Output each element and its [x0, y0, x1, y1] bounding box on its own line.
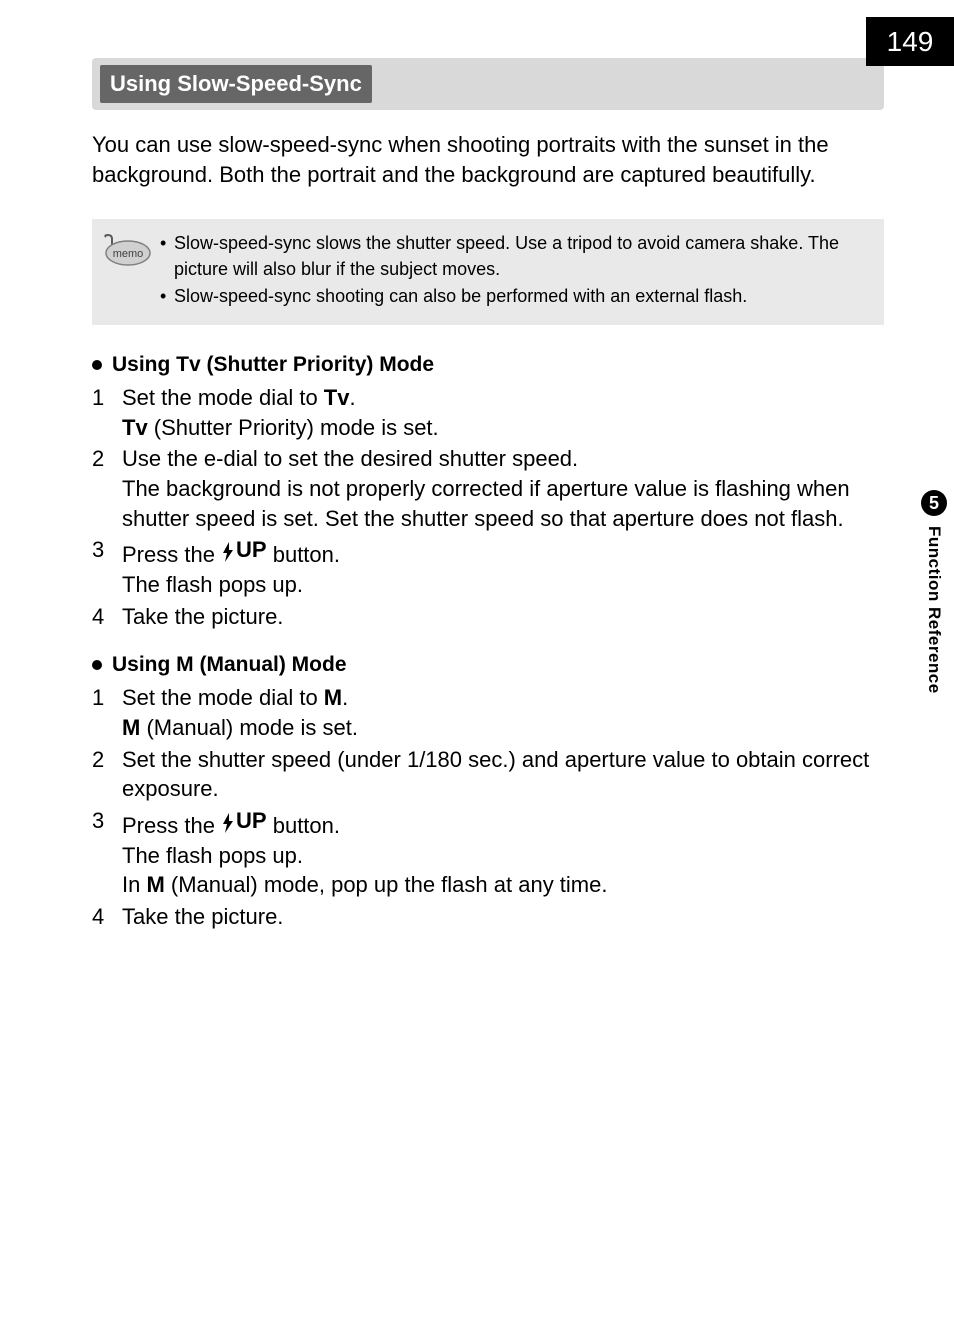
flash-up-symbol: UP: [221, 535, 267, 565]
step-text: button.: [267, 813, 340, 838]
step-text: Use the e-dial to set the desired shutte…: [122, 446, 578, 471]
step-text: The flash pops up.: [122, 843, 303, 868]
step-row: 4 Take the picture.: [92, 902, 884, 932]
step-text: Set the mode dial to: [122, 685, 324, 710]
step-number: 4: [92, 602, 122, 632]
step-body: Take the picture.: [122, 602, 884, 632]
step-number: 3: [92, 535, 122, 599]
step-number: 4: [92, 902, 122, 932]
step-row: 1 Set the mode dial to M. M (Manual) mod…: [92, 683, 884, 742]
up-text: UP: [236, 806, 267, 836]
bullet-icon: •: [160, 231, 174, 281]
section-title: Using Slow-Speed-Sync: [100, 65, 372, 103]
m-heading: Using M (Manual) Mode: [92, 653, 884, 677]
memo-list: • Slow-speed-sync slows the shutter spee…: [160, 231, 866, 311]
memo-box: memo • Slow-speed-sync slows the shutter…: [92, 219, 884, 325]
flash-icon: [221, 540, 235, 560]
page-number: 149: [887, 26, 934, 58]
chapter-label: Function Reference: [924, 526, 944, 694]
section-header: Using Slow-Speed-Sync: [92, 58, 884, 110]
step-row: 4 Take the picture.: [92, 602, 884, 632]
step-text: (Shutter Priority) mode is set.: [148, 415, 439, 440]
side-tab: 5 Function Reference: [914, 490, 954, 694]
step-body: Press the UP button. The flash pops up.: [122, 535, 884, 599]
tv-symbol: Tv: [122, 415, 148, 440]
m-symbol: M: [324, 685, 342, 710]
step-number: 2: [92, 745, 122, 804]
bullet-dot-icon: [92, 360, 102, 370]
step-text: Press the: [122, 542, 221, 567]
page-number-tab: 149: [866, 17, 954, 66]
bullet-dot-icon: [92, 660, 102, 670]
step-text: (Manual) mode, pop up the flash at any t…: [165, 872, 608, 897]
heading-text: (Shutter Priority) Mode: [201, 353, 434, 376]
step-text: The flash pops up.: [122, 572, 303, 597]
tv-heading: Using Tv (Shutter Priority) Mode: [92, 353, 884, 377]
step-body: Use the e-dial to set the desired shutte…: [122, 444, 884, 533]
step-text: Press the: [122, 813, 221, 838]
chapter-number: 5: [929, 493, 939, 514]
step-row: 2 Set the shutter speed (under 1/180 sec…: [92, 745, 884, 804]
step-number: 1: [92, 383, 122, 442]
m-symbol: M: [146, 872, 164, 897]
flash-icon: [221, 811, 235, 831]
step-body: Press the UP button. The flash pops up. …: [122, 806, 884, 900]
m-mode-block: Using M (Manual) Mode 1 Set the mode dia…: [92, 653, 884, 931]
memo-item: • Slow-speed-sync shooting can also be p…: [160, 284, 866, 309]
memo-text: Slow-speed-sync slows the shutter speed.…: [174, 231, 866, 281]
memo-item: • Slow-speed-sync slows the shutter spee…: [160, 231, 866, 281]
tv-symbol: Tv: [176, 353, 201, 376]
heading-text: (Manual) Mode: [194, 653, 347, 676]
step-number: 2: [92, 444, 122, 533]
step-number: 1: [92, 683, 122, 742]
tv-symbol: Tv: [324, 385, 350, 410]
intro-text: You can use slow-speed-sync when shootin…: [92, 130, 884, 189]
memo-icon: memo: [102, 233, 154, 267]
chapter-number-badge: 5: [921, 490, 947, 516]
page-content: Using Slow-Speed-Sync You can use slow-s…: [0, 0, 954, 932]
step-number: 3: [92, 806, 122, 900]
step-row: 3 Press the UP button. The flash pops up…: [92, 535, 884, 599]
step-text: Set the mode dial to: [122, 385, 324, 410]
step-text: button.: [267, 542, 340, 567]
step-text: .: [349, 385, 355, 410]
m-symbol: M: [176, 653, 194, 676]
step-row: 2 Use the e-dial to set the desired shut…: [92, 444, 884, 533]
step-body: Set the mode dial to M. M (Manual) mode …: [122, 683, 884, 742]
step-row: 1 Set the mode dial to Tv. Tv (Shutter P…: [92, 383, 884, 442]
step-text: The background is not properly corrected…: [122, 476, 850, 531]
step-body: Take the picture.: [122, 902, 884, 932]
step-text: Set the shutter speed (under 1/180 sec.)…: [122, 747, 869, 802]
step-body: Set the mode dial to Tv. Tv (Shutter Pri…: [122, 383, 884, 442]
heading-text: Using: [112, 353, 176, 376]
m-symbol: M: [122, 715, 140, 740]
flash-up-symbol: UP: [221, 806, 267, 836]
step-text: Take the picture.: [122, 604, 283, 629]
step-body: Set the shutter speed (under 1/180 sec.)…: [122, 745, 884, 804]
svg-text:memo: memo: [113, 248, 144, 260]
heading-text: Using: [112, 653, 176, 676]
memo-text: Slow-speed-sync shooting can also be per…: [174, 284, 747, 309]
step-text: In: [122, 872, 146, 897]
bullet-icon: •: [160, 284, 174, 309]
step-text: Take the picture.: [122, 904, 283, 929]
up-text: UP: [236, 535, 267, 565]
step-text: (Manual) mode is set.: [140, 715, 358, 740]
step-row: 3 Press the UP button. The flash pops up…: [92, 806, 884, 900]
tv-mode-block: Using Tv (Shutter Priority) Mode 1 Set t…: [92, 353, 884, 631]
step-text: .: [342, 685, 348, 710]
